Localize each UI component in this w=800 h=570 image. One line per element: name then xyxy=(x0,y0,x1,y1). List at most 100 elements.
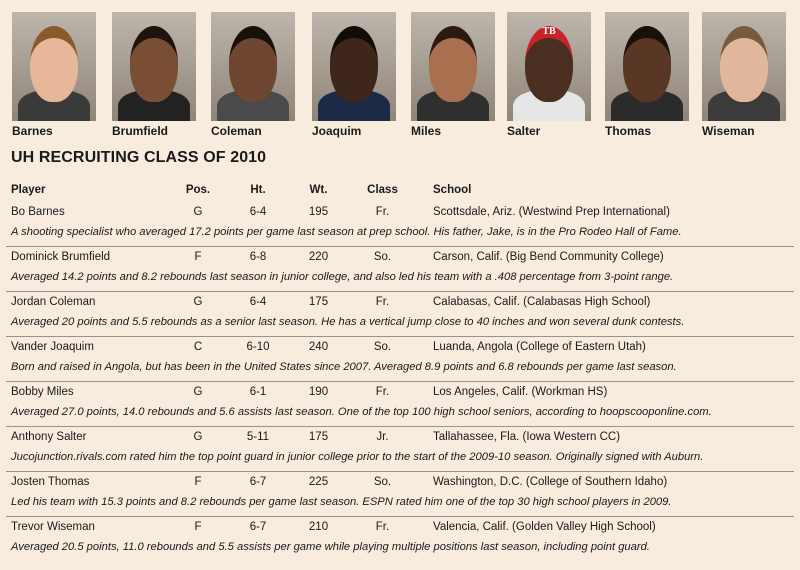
photo-thomas: Thomas xyxy=(605,12,689,138)
portrait xyxy=(12,12,96,121)
row-stats: Bo Barnes G 6-4 195 Fr. Scottsdale, Ariz… xyxy=(0,206,800,222)
player-ht: 6-1 xyxy=(249,386,267,398)
player-wt: 220 xyxy=(308,251,329,263)
table-row: Bo Barnes G 6-4 195 Fr. Scottsdale, Ariz… xyxy=(0,202,800,247)
player-ht: 6-4 xyxy=(249,296,267,308)
player-class: So. xyxy=(373,341,392,353)
player-class: Jr. xyxy=(376,431,389,443)
row-stats: Jordan Coleman G 6-4 175 Fr. Calabasas, … xyxy=(0,296,800,312)
header-class: Class xyxy=(367,184,398,196)
player-wt: 225 xyxy=(308,476,329,488)
table-row: Anthony Salter G 5-11 175 Jr. Tallahasse… xyxy=(0,427,800,472)
player-class: Fr. xyxy=(375,206,390,218)
player-name: Bobby Miles xyxy=(11,386,74,398)
portrait-face xyxy=(623,26,671,102)
table-row: Vander Joaquim C 6-10 240 So. Luanda, An… xyxy=(0,337,800,382)
photo-caption: Coleman xyxy=(211,124,262,138)
portrait-face xyxy=(30,26,78,102)
row-divider xyxy=(6,426,794,427)
row-stats: Trevor Wiseman F 6-7 210 Fr. Valencia, C… xyxy=(0,521,800,537)
table-row: Bobby Miles G 6-1 190 Fr. Los Angeles, C… xyxy=(0,382,800,427)
portrait-face xyxy=(229,26,277,102)
page-title: UH RECRUITING CLASS OF 2010 xyxy=(11,149,267,166)
player-ht: 6-4 xyxy=(249,206,267,218)
player-school: Luanda, Angola (College of Eastern Utah) xyxy=(433,341,646,353)
player-description: Averaged 20.5 points, 11.0 rebounds and … xyxy=(11,541,650,553)
header-player: Player xyxy=(11,184,46,196)
portrait-face xyxy=(130,26,178,102)
photo-caption: Wiseman xyxy=(702,124,755,138)
photo-salter: TB Salter xyxy=(507,12,591,138)
photo-caption: Miles xyxy=(411,124,442,138)
table-row: Josten Thomas F 6-7 225 So. Washington, … xyxy=(0,472,800,517)
table-row: Jordan Coleman G 6-4 175 Fr. Calabasas, … xyxy=(0,292,800,337)
portrait xyxy=(702,12,786,121)
player-description: Averaged 14.2 points and 8.2 rebounds la… xyxy=(11,271,674,283)
player-description: Jucojunction.rivals.com rated him the to… xyxy=(11,451,704,463)
player-name: Bo Barnes xyxy=(11,206,65,218)
photo-caption: Salter xyxy=(507,124,541,138)
player-pos: G xyxy=(193,431,203,443)
roster-table: Bo Barnes G 6-4 195 Fr. Scottsdale, Ariz… xyxy=(0,202,800,562)
player-school: Los Angeles, Calif. (Workman HS) xyxy=(433,386,608,398)
table-header: Player Pos. Ht. Wt. Class School xyxy=(0,184,800,200)
photo-caption: Joaquim xyxy=(312,124,362,138)
player-school: Washington, D.C. (College of Southern Id… xyxy=(433,476,668,488)
player-ht: 6-7 xyxy=(249,521,267,533)
player-description: Averaged 27.0 points, 14.0 rebounds and … xyxy=(11,406,712,418)
player-school: Calabasas, Calif. (Calabasas High School… xyxy=(433,296,651,308)
player-name: Josten Thomas xyxy=(11,476,90,488)
player-pos: G xyxy=(193,296,203,308)
row-stats: Dominick Brumfield F 6-8 220 So. Carson,… xyxy=(0,251,800,267)
portrait-face xyxy=(720,26,768,102)
photo-coleman: Coleman xyxy=(211,12,295,138)
player-description: Born and raised in Angola, but has been … xyxy=(11,361,677,373)
row-divider xyxy=(6,471,794,472)
photo-caption: Barnes xyxy=(12,124,53,138)
player-class: Fr. xyxy=(375,386,390,398)
player-pos: F xyxy=(194,476,202,488)
photo-barnes: Barnes xyxy=(12,12,96,138)
player-name: Trevor Wiseman xyxy=(11,521,95,533)
row-divider xyxy=(6,291,794,292)
player-name: Vander Joaquim xyxy=(11,341,94,353)
player-ht: 5-11 xyxy=(246,431,270,443)
player-ht: 6-8 xyxy=(249,251,267,263)
player-pos: C xyxy=(193,341,203,353)
table-row: Dominick Brumfield F 6-8 220 So. Carson,… xyxy=(0,247,800,292)
row-stats: Vander Joaquim C 6-10 240 So. Luanda, An… xyxy=(0,341,800,357)
photo-caption: Brumfield xyxy=(112,124,169,138)
header-school: School xyxy=(433,184,472,196)
player-pos: G xyxy=(193,206,203,218)
portrait xyxy=(312,12,396,121)
player-class: Fr. xyxy=(375,296,390,308)
player-name: Jordan Coleman xyxy=(11,296,96,308)
player-school: Valencia, Calif. (Golden Valley High Sch… xyxy=(433,521,656,533)
portrait-face xyxy=(525,26,573,102)
player-ht: 6-7 xyxy=(249,476,267,488)
player-wt: 175 xyxy=(308,296,329,308)
portrait xyxy=(411,12,495,121)
row-stats: Bobby Miles G 6-1 190 Fr. Los Angeles, C… xyxy=(0,386,800,402)
header-wt: Wt. xyxy=(309,184,328,196)
player-photo-strip: Barnes Brumfield Coleman Joaquim Miles T… xyxy=(0,0,800,140)
player-pos: F xyxy=(194,521,202,533)
cap-logo: TB xyxy=(542,26,556,37)
player-name: Anthony Salter xyxy=(11,431,87,443)
row-divider xyxy=(6,516,794,517)
row-divider xyxy=(6,246,794,247)
portrait-face xyxy=(429,26,477,102)
portrait xyxy=(605,12,689,121)
player-class: So. xyxy=(373,251,392,263)
player-class: So. xyxy=(373,476,392,488)
player-ht: 6-10 xyxy=(246,341,270,353)
player-wt: 210 xyxy=(308,521,329,533)
player-wt: 195 xyxy=(308,206,329,218)
player-school: Carson, Calif. (Big Bend Community Colle… xyxy=(433,251,664,263)
portrait: TB xyxy=(507,12,591,121)
photo-caption: Thomas xyxy=(605,124,652,138)
portrait-face xyxy=(330,26,378,102)
photo-joaquim: Joaquim xyxy=(312,12,396,138)
player-description: A shooting specialist who averaged 17.2 … xyxy=(11,226,682,238)
player-pos: F xyxy=(194,251,202,263)
